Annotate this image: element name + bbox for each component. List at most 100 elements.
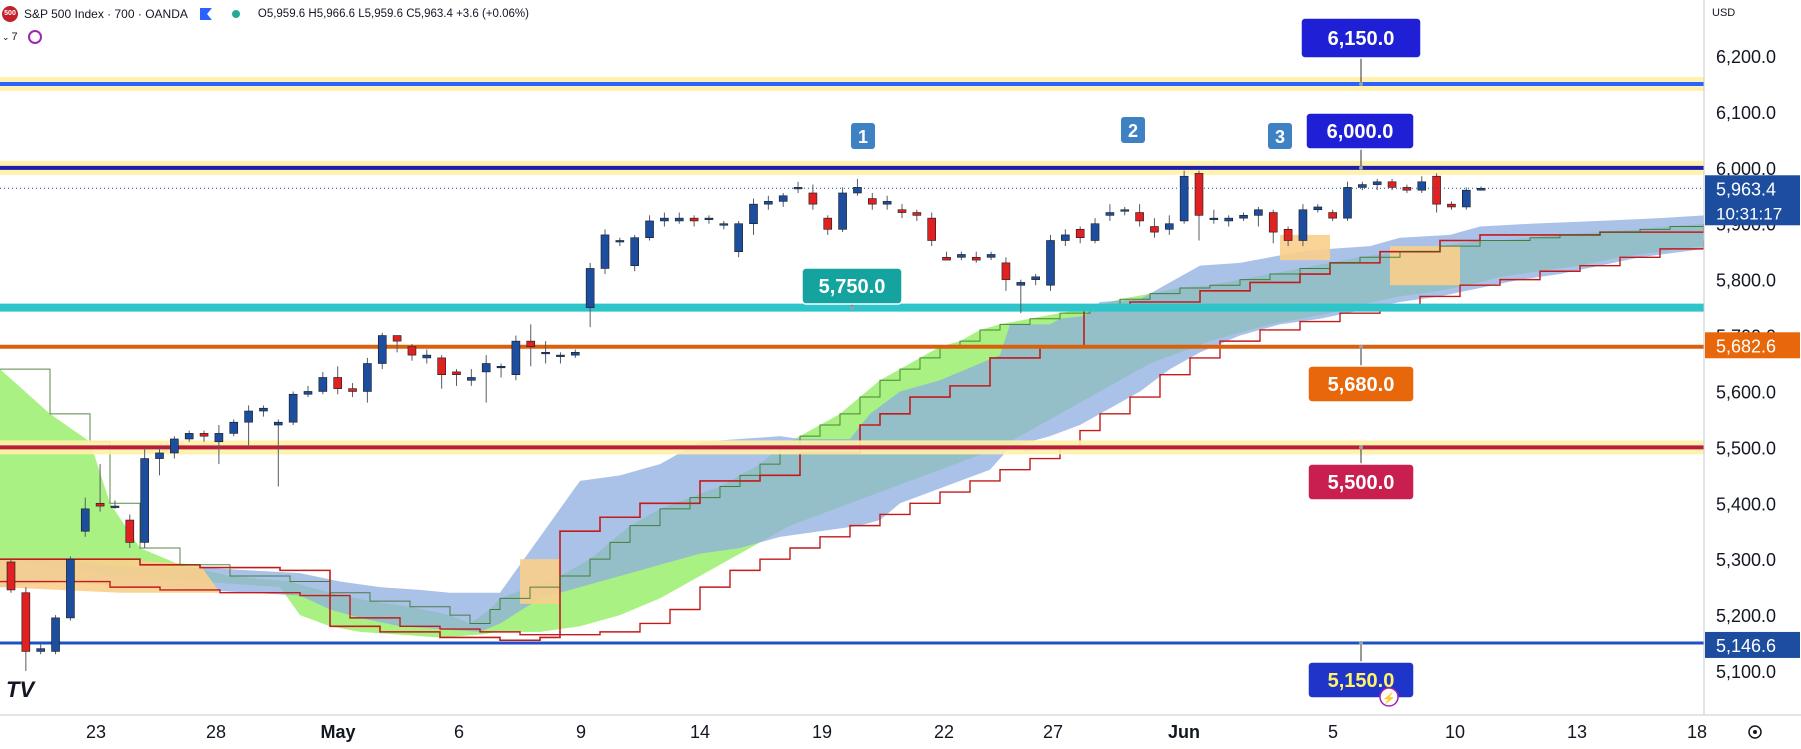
candle[interactable] [377,332,387,370]
candle[interactable] [556,352,565,364]
time-axis[interactable]: 23 28 May 6 9 14 19 22 27 Jun 5 10 13 18 [86,722,1707,742]
candle[interactable] [36,643,46,655]
candle[interactable] [1417,176,1427,193]
callout-5750[interactable]: 5,750.0 [801,267,903,310]
candle[interactable] [184,430,194,442]
candle[interactable] [318,371,328,395]
candle[interactable] [1194,170,1204,241]
candle[interactable] [853,179,862,196]
price-tag-5,963.4[interactable]: 5,963.4 10:31:17 [1705,175,1800,226]
candle[interactable] [452,369,461,386]
candle[interactable] [95,464,105,512]
candle[interactable] [541,341,550,364]
sync-icon[interactable] [27,30,42,44]
candle[interactable] [1105,204,1115,221]
callout-6150[interactable]: 6,150.0 [1300,17,1422,86]
candle[interactable] [288,391,298,425]
settings-gear-icon[interactable] [1748,725,1762,739]
candle[interactable] [1254,206,1263,227]
candle[interactable] [630,234,640,272]
candle[interactable] [363,357,372,403]
candle[interactable] [1462,187,1471,210]
candle[interactable] [481,355,491,403]
candle[interactable] [1224,215,1233,227]
candle[interactable] [407,343,417,361]
candle[interactable] [749,198,758,235]
candle[interactable] [21,587,31,671]
tradingview-logo[interactable]: TV [6,677,36,702]
price-tag-5,682.6[interactable]: 5,682.6 [1705,332,1800,359]
price-tag-5,146.6[interactable]: 5,146.6 [1705,631,1800,658]
candle[interactable] [808,184,818,210]
candle[interactable] [6,559,16,593]
candle[interactable] [734,220,743,258]
candle[interactable] [422,349,432,364]
callout-5150[interactable]: 5,150.0 [1307,641,1415,699]
candle[interactable] [1061,229,1070,247]
candle[interactable] [674,212,684,224]
candle[interactable] [1150,218,1159,238]
candle[interactable] [1343,181,1352,221]
candle[interactable] [882,195,892,210]
candle[interactable] [140,447,149,548]
currency-label[interactable]: USD [1712,7,1735,19]
candle[interactable] [526,324,536,367]
candle[interactable] [838,187,847,233]
candle[interactable] [927,212,937,247]
candle[interactable] [600,229,610,275]
candle[interactable] [778,192,788,207]
candle[interactable] [1090,218,1100,244]
candle[interactable] [704,215,714,224]
candle[interactable] [1001,257,1011,291]
candle[interactable] [986,251,996,261]
callout-5500[interactable]: 5,500.0 [1307,445,1415,501]
candle[interactable] [1476,186,1486,191]
candle[interactable] [1031,274,1040,286]
candle[interactable] [1135,204,1144,227]
candle[interactable] [110,500,120,509]
candle[interactable] [942,251,951,261]
wave-label-1[interactable]: 1 [851,123,875,149]
candle[interactable] [1179,170,1189,224]
candle[interactable] [585,262,595,328]
symbol-badge[interactable]: 500 [2,6,18,22]
wave-label-3[interactable]: 3 [1268,123,1292,149]
candle[interactable] [1372,179,1382,191]
candle[interactable] [793,181,803,193]
candle[interactable] [51,615,60,655]
callout-6000[interactable]: 6,000.0 [1305,112,1415,170]
candle[interactable] [1075,226,1085,244]
candle[interactable] [1165,215,1174,235]
indicator-toggle[interactable]: ⌄ 7 [2,28,42,46]
candle[interactable] [392,335,402,353]
candle[interactable] [1313,204,1323,213]
candle[interactable] [1120,206,1130,216]
candle[interactable] [155,447,164,476]
candle[interactable] [971,251,981,263]
candle[interactable] [66,556,75,621]
price-axis[interactable]: 5,100.0 5,200.0 5,300.0 5,400.0 5,500.0 5,600… [1705,47,1800,682]
wave-label-2[interactable]: 2 [1121,117,1145,143]
symbol-title[interactable]: S&P 500 Index · 700 · OANDA [24,7,188,21]
candle[interactable] [1298,204,1308,247]
candle[interactable] [615,237,625,247]
candle[interactable] [1016,279,1026,314]
candle[interactable] [1268,209,1278,244]
candle[interactable] [867,192,877,210]
candle[interactable] [496,363,506,378]
candle[interactable] [1402,184,1412,193]
candle[interactable] [511,335,521,381]
candle[interactable] [199,430,209,442]
candle[interactable] [1209,209,1219,224]
candle[interactable] [645,215,654,241]
alert-lightning-icon[interactable] [1379,687,1399,707]
candle[interactable] [897,204,907,219]
candle[interactable] [689,215,699,227]
candle[interactable] [125,514,135,548]
candle[interactable] [764,195,773,210]
candle[interactable] [912,209,922,221]
candle[interactable] [1328,209,1337,221]
candle[interactable] [1283,226,1293,247]
